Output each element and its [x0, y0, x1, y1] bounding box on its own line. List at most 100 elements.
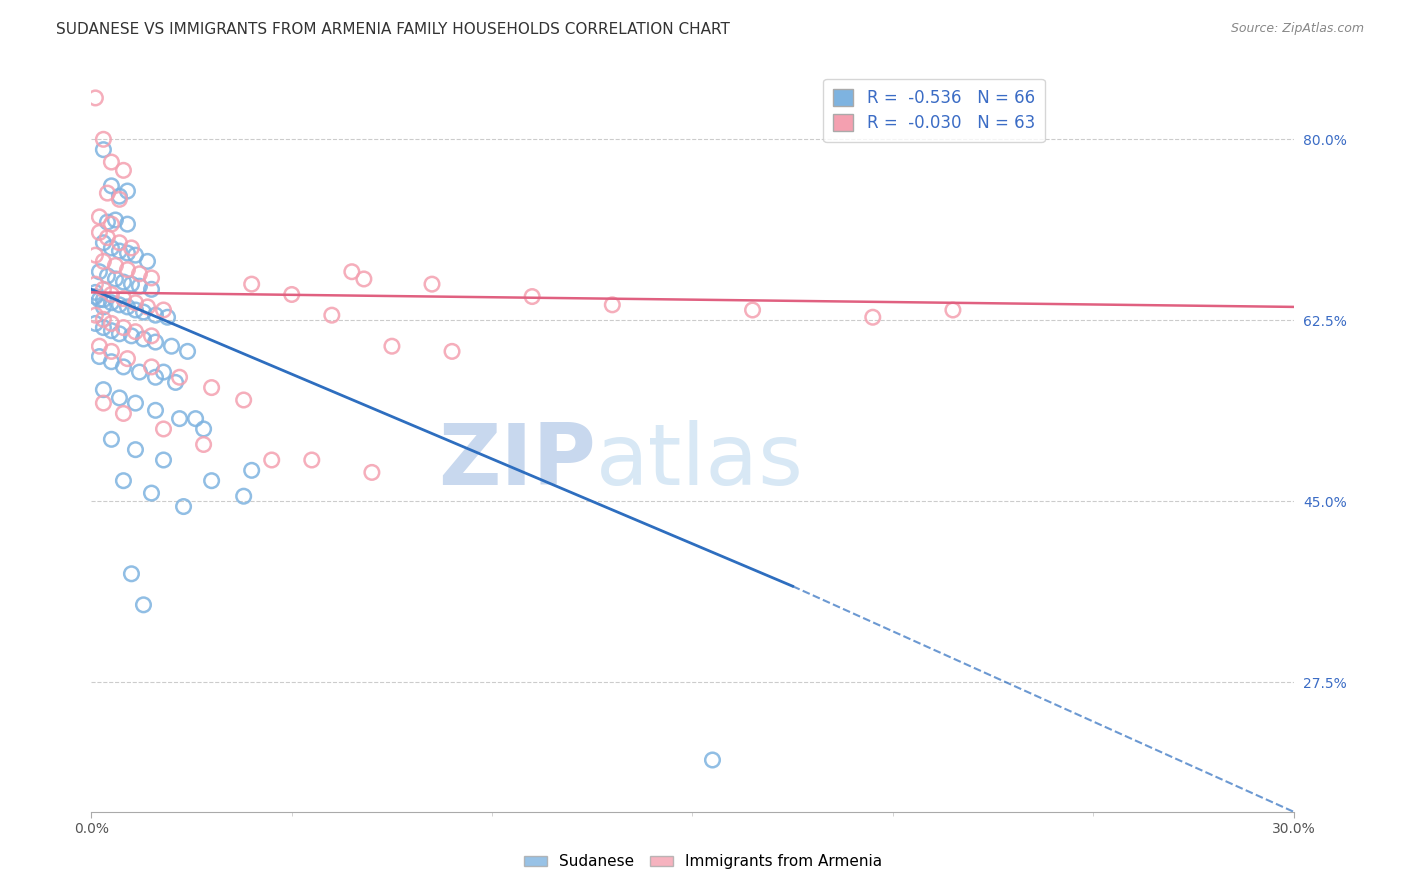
Text: ZIP: ZIP: [439, 420, 596, 503]
Point: [340, 265, 363, 279]
Point: [100, 217, 122, 231]
Point: [132, 598, 155, 612]
Point: [112, 163, 135, 178]
Point: [232, 392, 254, 407]
Point: [152, 453, 174, 467]
Text: atlas: atlas: [596, 420, 804, 503]
Point: [281, 287, 304, 301]
Point: [152, 303, 174, 318]
Point: [96, 186, 118, 200]
Point: [84, 91, 107, 105]
Point: [108, 298, 131, 312]
Point: [862, 310, 884, 325]
Point: [141, 329, 163, 343]
Point: [108, 391, 131, 405]
Point: [100, 324, 122, 338]
Point: [100, 433, 122, 447]
Point: [108, 235, 131, 250]
Point: [145, 403, 167, 417]
Point: [93, 312, 115, 326]
Point: [117, 351, 139, 366]
Point: [100, 241, 122, 255]
Point: [96, 215, 118, 229]
Point: [93, 282, 115, 296]
Point: [132, 332, 155, 346]
Point: [104, 272, 127, 286]
Point: [89, 226, 111, 240]
Point: [89, 293, 111, 307]
Point: [201, 474, 224, 488]
Point: [321, 308, 343, 322]
Point: [100, 287, 122, 301]
Point: [117, 300, 139, 314]
Point: [360, 466, 382, 480]
Point: [93, 143, 115, 157]
Point: [184, 411, 207, 425]
Point: [260, 453, 283, 467]
Point: [702, 753, 724, 767]
Point: [193, 437, 215, 451]
Point: [121, 277, 143, 292]
Point: [440, 344, 463, 359]
Point: [112, 320, 135, 334]
Point: [169, 370, 191, 384]
Point: [132, 305, 155, 319]
Point: [89, 210, 111, 224]
Point: [96, 268, 118, 283]
Point: [93, 396, 115, 410]
Point: [100, 178, 122, 193]
Point: [353, 272, 375, 286]
Point: [176, 344, 198, 359]
Point: [124, 295, 146, 310]
Point: [173, 500, 195, 514]
Point: [741, 303, 763, 318]
Point: [136, 254, 159, 268]
Point: [84, 285, 107, 300]
Point: [89, 350, 111, 364]
Point: [193, 422, 215, 436]
Point: [152, 365, 174, 379]
Point: [84, 277, 107, 292]
Point: [145, 308, 167, 322]
Point: [124, 325, 146, 339]
Point: [128, 267, 150, 281]
Point: [104, 259, 127, 273]
Point: [156, 310, 179, 325]
Point: [100, 317, 122, 331]
Point: [160, 339, 183, 353]
Point: [93, 132, 115, 146]
Point: [201, 381, 224, 395]
Point: [121, 566, 143, 581]
Point: [93, 254, 115, 268]
Point: [112, 292, 135, 306]
Text: SUDANESE VS IMMIGRANTS FROM ARMENIA FAMILY HOUSEHOLDS CORRELATION CHART: SUDANESE VS IMMIGRANTS FROM ARMENIA FAMI…: [56, 22, 730, 37]
Point: [121, 329, 143, 343]
Point: [84, 248, 107, 262]
Point: [128, 365, 150, 379]
Point: [117, 246, 139, 260]
Point: [108, 326, 131, 341]
Point: [145, 370, 167, 384]
Point: [169, 411, 191, 425]
Point: [522, 289, 544, 303]
Point: [141, 271, 163, 285]
Point: [104, 213, 127, 227]
Point: [112, 474, 135, 488]
Point: [121, 241, 143, 255]
Point: [145, 334, 167, 349]
Point: [100, 155, 122, 169]
Point: [240, 463, 263, 477]
Point: [93, 383, 115, 397]
Point: [136, 300, 159, 314]
Point: [89, 339, 111, 353]
Point: [93, 300, 115, 314]
Point: [93, 235, 115, 250]
Point: [141, 282, 163, 296]
Point: [232, 489, 254, 503]
Point: [93, 320, 115, 334]
Point: [124, 442, 146, 457]
Point: [108, 192, 131, 206]
Point: [112, 359, 135, 374]
Text: Source: ZipAtlas.com: Source: ZipAtlas.com: [1230, 22, 1364, 36]
Point: [89, 265, 111, 279]
